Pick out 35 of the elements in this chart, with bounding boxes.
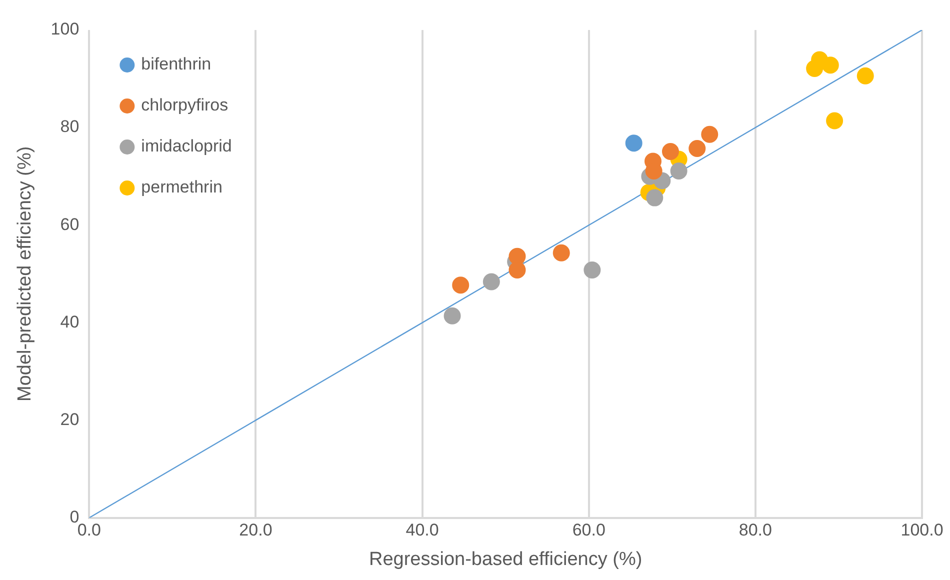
legend-label: imidacloprid: [141, 136, 232, 156]
y-tick-label: 80: [60, 117, 80, 136]
legend-label: bifenthrin: [141, 54, 212, 74]
point: [826, 112, 844, 130]
point: [482, 273, 500, 290]
point: [822, 56, 839, 74]
point: [625, 134, 642, 152]
point: [452, 276, 470, 294]
x-tick-label: 20.0: [239, 520, 272, 540]
y-tick-label: 100: [50, 20, 80, 39]
point: [552, 244, 570, 262]
point: [701, 126, 718, 143]
x-tick-label: 0.0: [77, 520, 101, 540]
y-tick-label: 0: [70, 507, 80, 526]
y-tick-label: 40: [60, 312, 80, 332]
y-axis-title: Model-predicted efficiency (%): [14, 146, 36, 402]
x-tick-label: 80.0: [738, 520, 772, 540]
point: [670, 162, 688, 180]
point: [444, 307, 461, 324]
point: [856, 67, 874, 84]
legend-label: chlorpyfiros: [141, 96, 228, 115]
x-axis-title: Regression-based efficiency (%): [368, 548, 642, 570]
point: [688, 140, 706, 158]
point: [508, 248, 526, 265]
point: [584, 262, 601, 278]
x-tick-label: 100.0: [900, 520, 944, 540]
point: [662, 142, 679, 160]
point: [806, 60, 824, 78]
x-tick-label: 60.0: [572, 520, 606, 540]
legend-label: permethrin: [141, 178, 222, 197]
point: [508, 262, 526, 278]
y-tick-label: 20: [60, 410, 80, 429]
point: [646, 189, 664, 206]
y-tick-label: 60: [60, 214, 80, 234]
x-tick-label: 40.0: [406, 520, 439, 540]
